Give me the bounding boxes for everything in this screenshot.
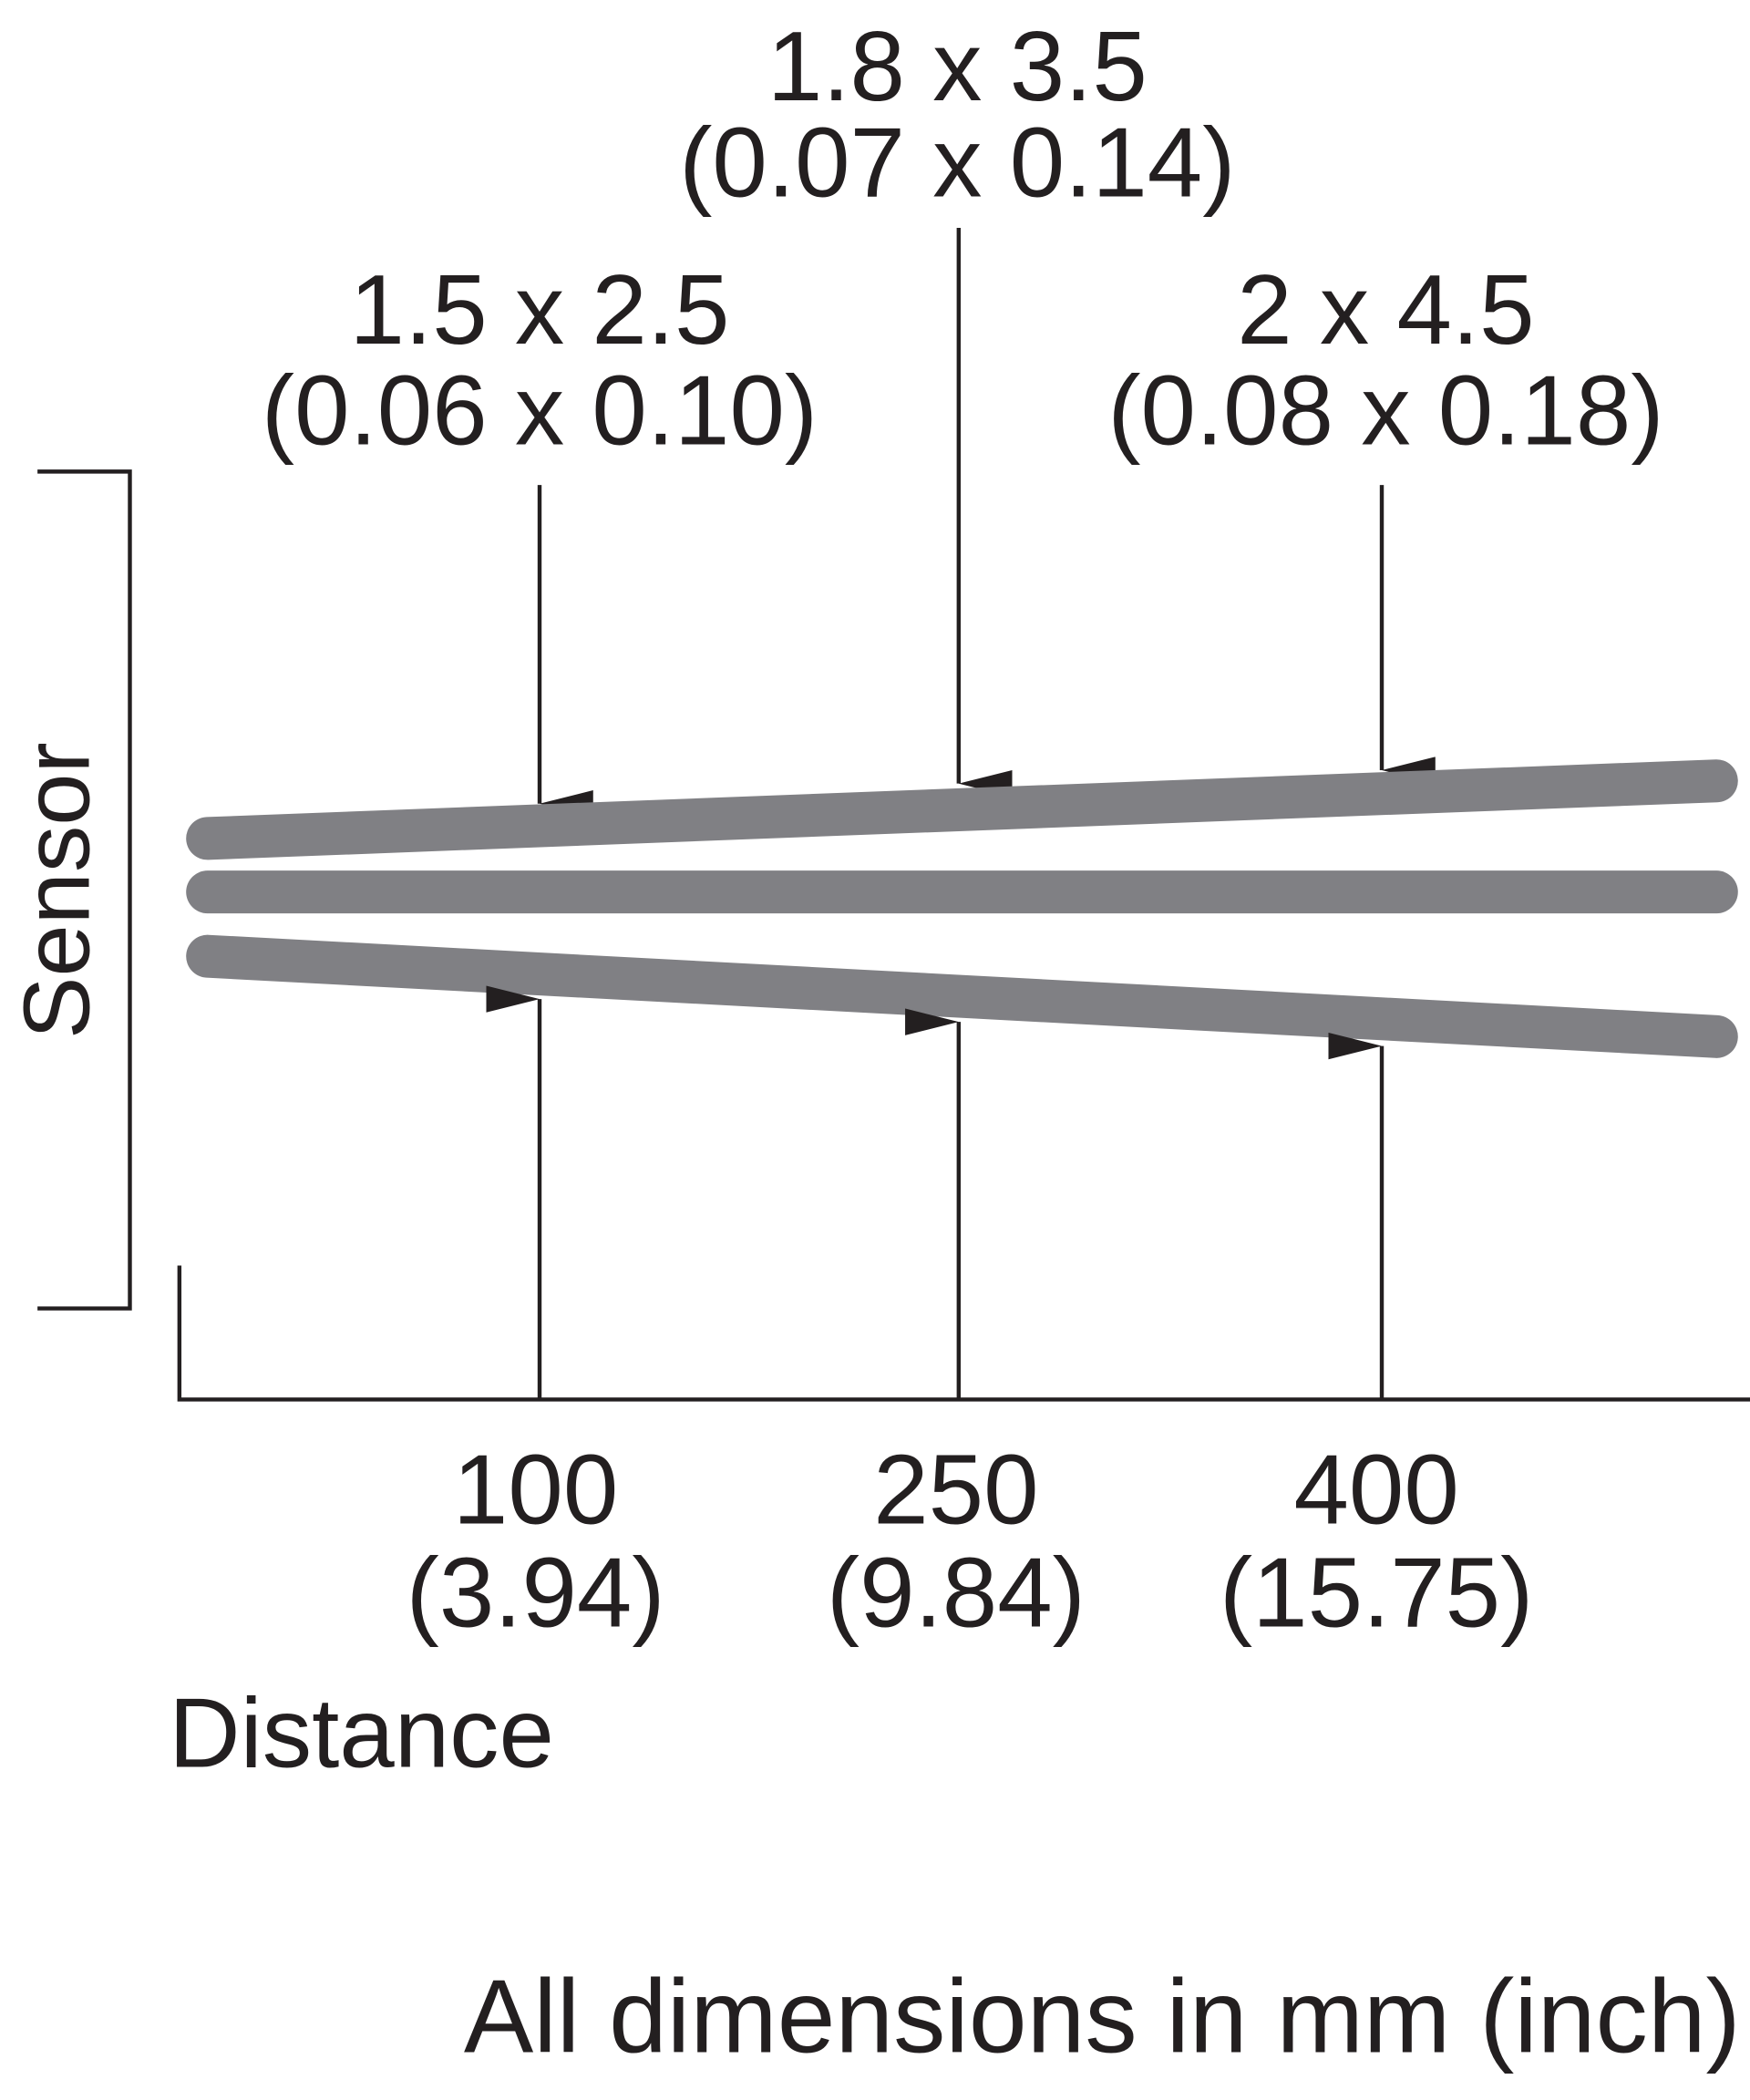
- distance-in: (3.94): [407, 1538, 665, 1648]
- distance-in: (9.84): [827, 1538, 1086, 1648]
- distance-mm: 250: [873, 1435, 1038, 1545]
- spot-size-mm: 1.5 x 2.5: [350, 255, 730, 365]
- note: All dimensions in mm (inch): [464, 1959, 1741, 2075]
- spot-size-in: (0.08 x 0.18): [1107, 355, 1663, 466]
- axis-label: Distance: [169, 1679, 554, 1789]
- beam-edge: [186, 759, 1738, 860]
- sensor-bracket: [37, 469, 132, 1311]
- sensor-label: Sensor: [5, 742, 109, 1039]
- distance-axis: [177, 1265, 1750, 1402]
- beam-edge: [186, 934, 1738, 1058]
- distance-mm: 400: [1293, 1435, 1458, 1545]
- spot-size-mm: 1.8 x 3.5: [767, 12, 1148, 122]
- spot-size-in: (0.06 x 0.10): [262, 355, 818, 466]
- spot-size-in: (0.07 x 0.14): [679, 108, 1235, 219]
- distance-in: (15.75): [1220, 1538, 1533, 1648]
- distance-mm: 100: [453, 1435, 618, 1545]
- spot-size-mm: 2 x 4.5: [1237, 255, 1534, 365]
